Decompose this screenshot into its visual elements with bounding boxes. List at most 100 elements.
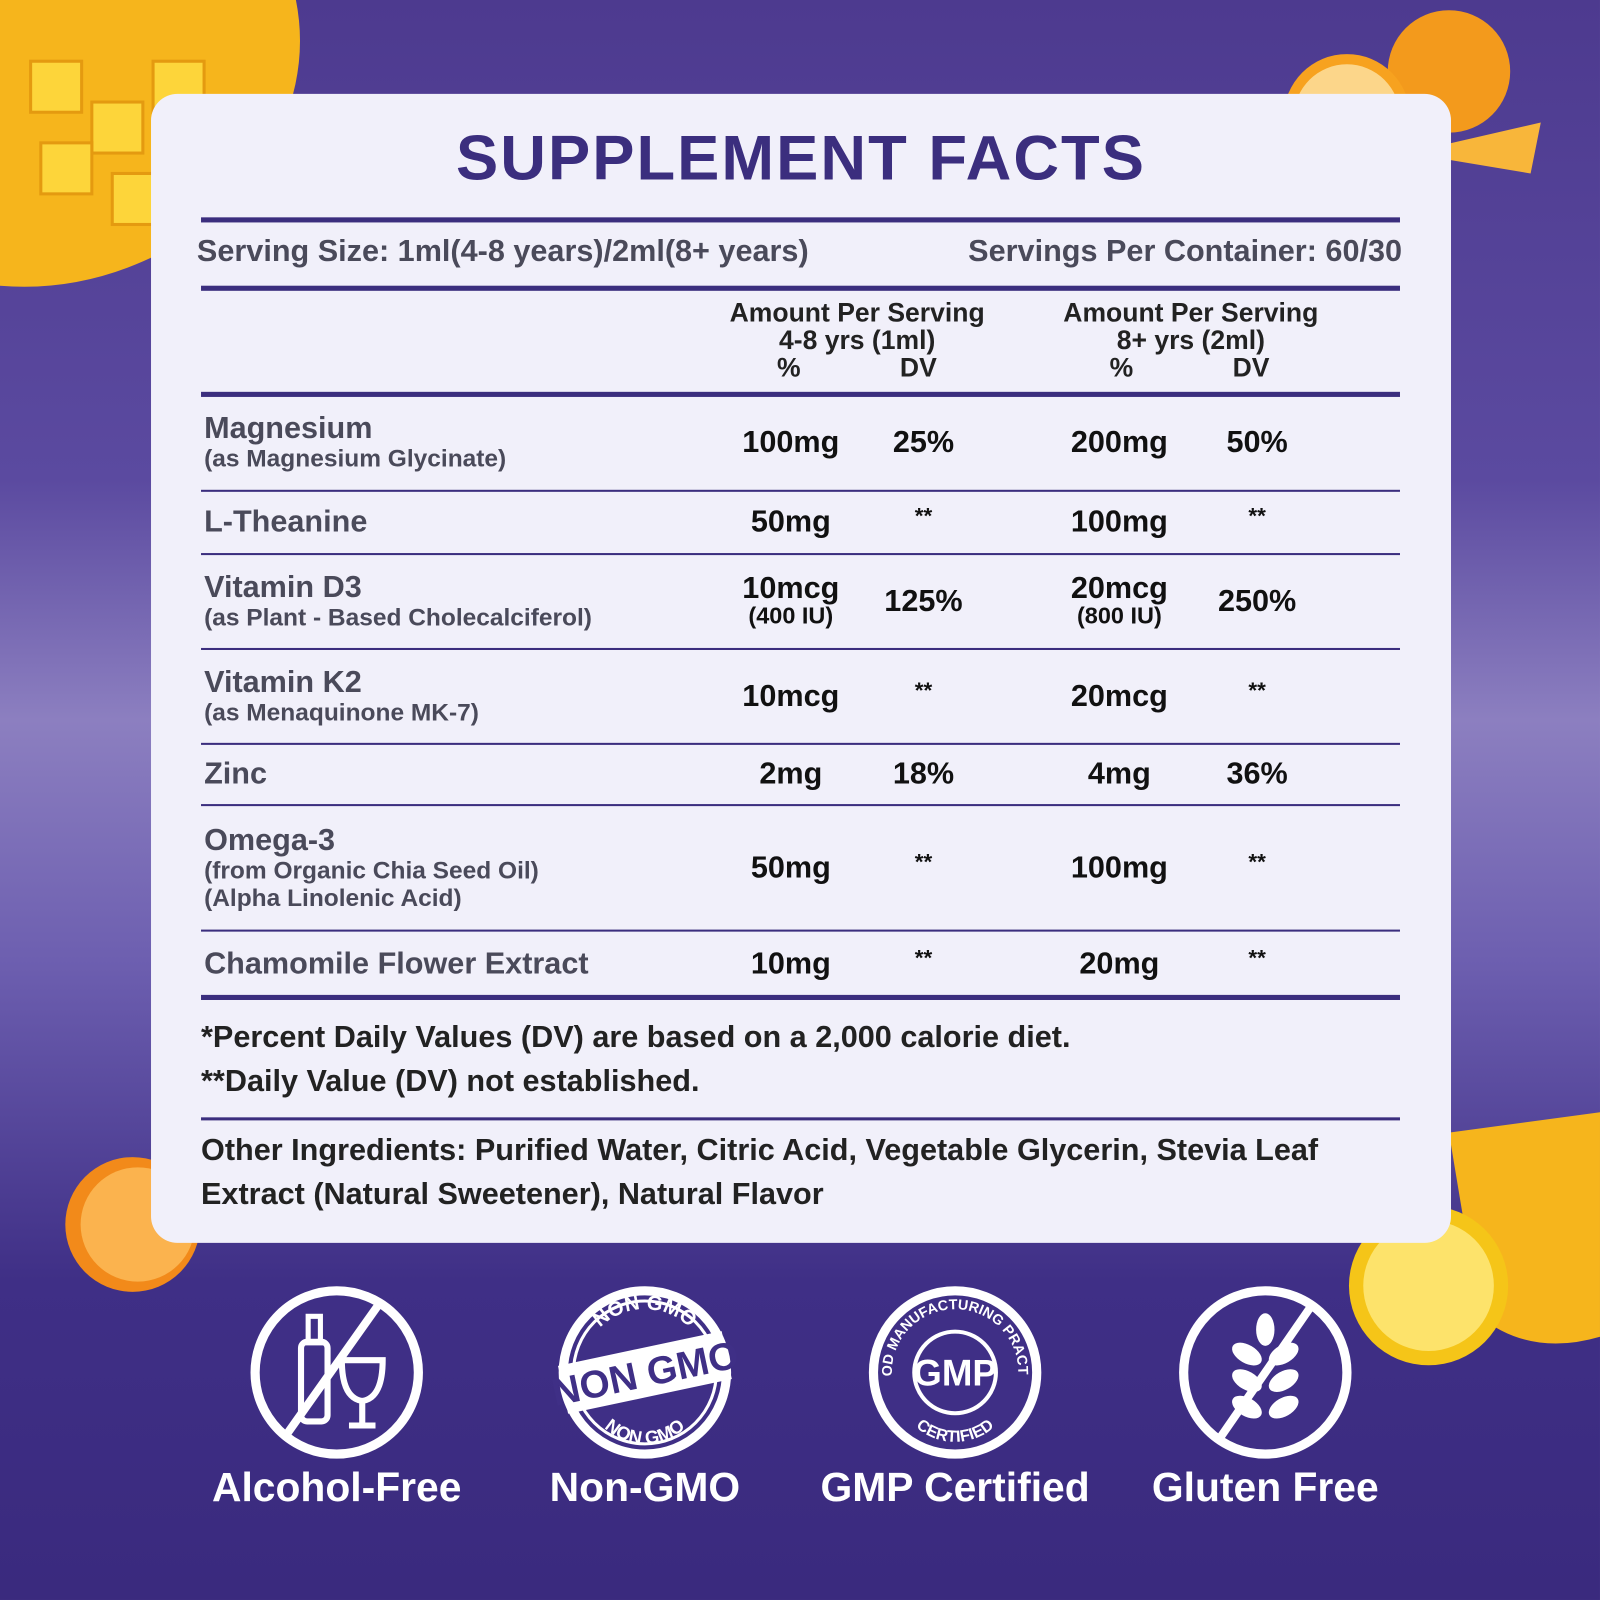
daily-value-text: **	[1248, 677, 1266, 703]
footnote: **Daily Value (DV) not established.	[201, 1064, 700, 1098]
amount-text: (800 IU)	[1076, 602, 1162, 629]
ingredient-name: Zinc	[204, 757, 268, 791]
title: SUPPLEMENT FACTS	[456, 123, 1146, 194]
badge-label: Non-GMO	[549, 1465, 741, 1511]
amount-text: 10mcg	[742, 571, 840, 606]
amount: 2mg	[689, 744, 893, 805]
amount-text: 4mg	[1087, 757, 1151, 791]
daily-value-text: **	[914, 503, 933, 529]
column-header: Amount Per Serving	[729, 296, 985, 328]
daily-value: **	[852, 805, 995, 931]
amount: 100mg	[1017, 805, 1221, 931]
daily-value: **	[1186, 805, 1329, 931]
amount-text: 50mg	[750, 505, 831, 539]
ingredient-name: Vitamin K2	[204, 665, 362, 699]
daily-value: 25%	[852, 394, 995, 491]
amount-text: 100mg	[1070, 850, 1168, 885]
amount-text: 100mg	[1070, 505, 1168, 539]
gmp-icon: GOOD MANUFACTURING PRACTICE GMP CERTIFIE…	[868, 1286, 1042, 1459]
amount: 10mcg (400 IU)	[689, 554, 893, 649]
serving-size: Serving Size: 1ml(4-8 years)/2ml(8+ year…	[196, 234, 809, 269]
amount: 10mcg	[689, 649, 893, 744]
amount: 200mg	[1017, 394, 1221, 491]
ingredient: Zinc	[204, 744, 267, 805]
badge-label: GMP Certified	[820, 1465, 1090, 1511]
daily-value: **	[1186, 649, 1329, 744]
rule	[201, 391, 1400, 397]
rule	[201, 285, 1400, 291]
daily-value-text: 18%	[892, 757, 955, 791]
daily-value-text: **	[914, 848, 933, 874]
footnote: *Percent Daily Values (DV) are based on …	[201, 1020, 1071, 1055]
column-header: DV	[1232, 352, 1270, 383]
amount: 50mg	[689, 805, 893, 931]
amount: 4mg	[1017, 744, 1221, 805]
daily-value-text: 250%	[1217, 584, 1297, 618]
ingredient-name: L-Theanine	[204, 505, 368, 539]
daily-value-text: **	[914, 944, 933, 970]
rule	[201, 553, 1400, 556]
daily-value: 18%	[852, 744, 995, 805]
ingredient-name: Omega-3	[204, 822, 336, 857]
amount-text: 2mg	[759, 757, 823, 791]
daily-value: **	[852, 931, 995, 997]
column-header: 4-8 yrs (1ml)	[778, 324, 936, 356]
daily-value-text: **	[914, 677, 933, 703]
amount-text: 200mg	[1070, 424, 1168, 459]
non-gmo-icon: NON GMO NON GMO NON GMO	[548, 1286, 742, 1459]
rule	[201, 804, 1400, 807]
amount: 10mg	[689, 931, 893, 997]
servings-per-container: Servings Per Container: 60/30	[968, 234, 1403, 269]
rule	[201, 647, 1400, 650]
ingredient-note: (from Organic Chia Seed Oil)	[204, 856, 539, 885]
ingredient: Chamomile Flower Extract	[204, 931, 588, 997]
column-header: %	[776, 352, 801, 383]
ingredient: Omega-3 (from Organic Chia Seed Oil) (Alph…	[204, 805, 539, 931]
ingredient-name: Magnesium	[204, 411, 373, 445]
ingredient-name: Chamomile Flower Extract	[204, 946, 589, 981]
amount-text: (400 IU)	[748, 602, 834, 629]
amount: 100mg	[689, 394, 893, 491]
other-ingredients: Other Ingredients: Purified Water, Citri…	[201, 1133, 1319, 1212]
amount: 20mcg (800 IU)	[1017, 554, 1221, 649]
ingredient-note: (as Plant - Based Cholecalciferol)	[204, 604, 592, 632]
ingredient: Magnesium (as Magnesium Glycinate)	[204, 394, 506, 491]
daily-value: 125%	[852, 554, 995, 649]
column-header: 8+ yrs (2ml)	[1116, 324, 1265, 356]
gluten-free-icon	[1179, 1286, 1352, 1459]
daily-value-text: **	[1248, 503, 1266, 529]
column-header: DV	[899, 352, 937, 383]
amount: 100mg	[1017, 491, 1221, 554]
rule	[201, 994, 1400, 1000]
amount-text: 50mg	[750, 850, 831, 885]
daily-value-text: **	[1248, 944, 1266, 970]
amount-text: 20mcg	[1070, 679, 1168, 713]
mango-top-left	[0, 0, 300, 287]
daily-value-text: 50%	[1226, 424, 1288, 459]
ingredient-note: (as Menaquinone MK-7)	[204, 698, 479, 727]
amount-text: 10mcg	[742, 679, 840, 713]
daily-value: 50%	[1186, 394, 1329, 491]
amount-text: 20mcg	[1070, 571, 1168, 606]
rule	[201, 217, 1400, 223]
amount-text: 100mg	[742, 424, 840, 459]
column-header: Amount Per Serving	[1063, 296, 1319, 328]
ingredient-name: Vitamin D3	[204, 570, 362, 605]
daily-value-text: **	[1248, 848, 1266, 874]
rule	[201, 929, 1400, 932]
daily-value-text: 125%	[884, 584, 963, 618]
amount-text: 20mg	[1079, 946, 1160, 981]
badges: NON GMO NON GMO NON GMO GOOD MANUFACTURI…	[250, 1286, 1352, 1459]
ingredient: L-Theanine	[204, 491, 367, 554]
rule	[201, 742, 1400, 745]
ingredient-note: (Alpha Linolenic Acid)	[204, 884, 462, 912]
daily-value: 36%	[1186, 744, 1329, 805]
facts-card	[151, 93, 1452, 1243]
amount: 50mg	[689, 491, 893, 554]
column-header: %	[1109, 352, 1134, 383]
rule	[201, 489, 1400, 492]
amount: 20mcg	[1017, 649, 1221, 744]
daily-value: **	[1186, 931, 1329, 997]
daily-value: **	[852, 649, 995, 744]
ingredient-note: (as Magnesium Glycinate)	[204, 444, 507, 473]
